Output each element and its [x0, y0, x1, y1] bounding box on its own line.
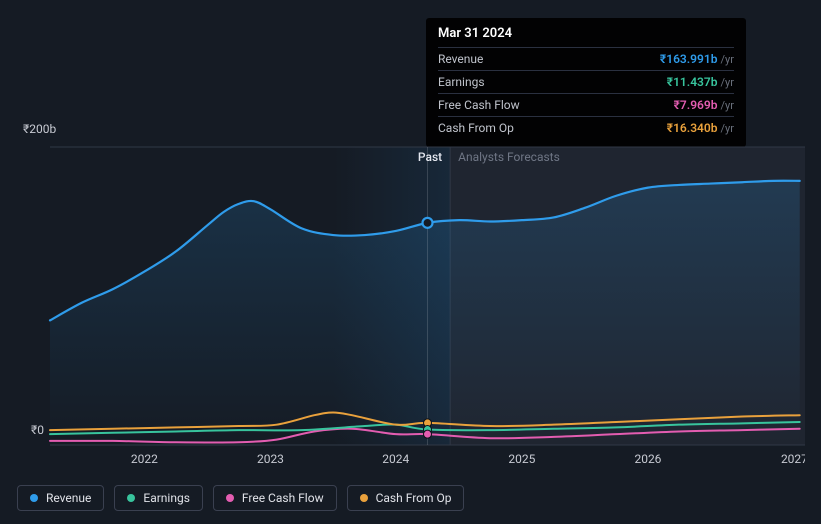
- financial-forecast-chart[interactable]: ₹200b ₹0 Past Analysts Forecasts 2022 2023 202…: [17, 124, 805, 484]
- svg-text:2027: 2027: [781, 452, 805, 466]
- legend-item[interactable]: Cash From Op: [347, 485, 465, 511]
- tooltip-metric-value: ₹163.991b: [660, 52, 718, 66]
- svg-text:2025: 2025: [508, 452, 535, 466]
- legend-label: Free Cash Flow: [242, 491, 324, 505]
- svg-text:2022: 2022: [131, 452, 158, 466]
- legend-item[interactable]: Revenue: [17, 485, 104, 511]
- svg-text:Past: Past: [418, 150, 442, 164]
- svg-text:2023: 2023: [257, 452, 284, 466]
- tooltip-metric-value: ₹11.437b: [667, 75, 718, 89]
- svg-text:2026: 2026: [634, 452, 661, 466]
- tooltip-row: Revenue ₹163.991b/yr: [438, 47, 734, 70]
- legend-label: Earnings: [143, 491, 190, 505]
- svg-text:₹0: ₹0: [31, 423, 44, 437]
- legend-item[interactable]: Free Cash Flow: [213, 485, 337, 511]
- legend-swatch: [30, 494, 38, 502]
- chart-legend: Revenue Earnings Free Cash Flow Cash From O…: [17, 485, 464, 511]
- tooltip-metric-suffix: /yr: [721, 99, 734, 112]
- tooltip-metric-suffix: /yr: [721, 53, 734, 66]
- tooltip-row: Free Cash Flow ₹7.969b/yr: [438, 93, 734, 116]
- svg-text:Analysts Forecasts: Analysts Forecasts: [458, 150, 560, 164]
- svg-text:₹200b: ₹200b: [23, 124, 56, 136]
- tooltip-date: Mar 31 2024: [438, 26, 734, 47]
- tooltip-metric-suffix: /yr: [721, 76, 734, 89]
- chart-svg: ₹200b ₹0 Past Analysts Forecasts 2022 2023 202…: [17, 124, 805, 484]
- svg-text:2024: 2024: [382, 452, 409, 466]
- legend-item[interactable]: Earnings: [114, 485, 203, 511]
- legend-label: Cash From Op: [376, 491, 452, 505]
- tooltip-metric-value: ₹7.969b: [674, 98, 718, 112]
- tooltip-metric-label: Free Cash Flow: [438, 98, 520, 112]
- tooltip-metric-label: Earnings: [438, 75, 485, 89]
- legend-swatch: [226, 494, 234, 502]
- legend-swatch: [127, 494, 135, 502]
- legend-swatch: [360, 494, 368, 502]
- legend-label: Revenue: [46, 491, 91, 505]
- tooltip-metric-label: Revenue: [438, 52, 483, 66]
- tooltip-row: Earnings ₹11.437b/yr: [438, 70, 734, 93]
